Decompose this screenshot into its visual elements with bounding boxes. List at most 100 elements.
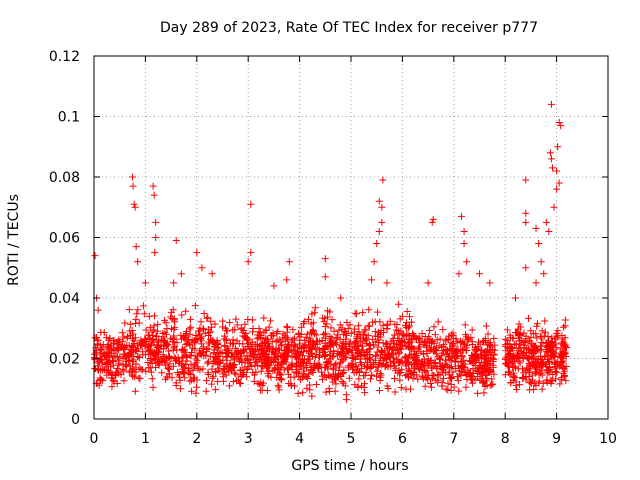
data-point bbox=[360, 383, 368, 391]
data-point bbox=[303, 330, 311, 338]
data-point bbox=[391, 374, 399, 382]
data-point bbox=[237, 353, 245, 361]
data-point bbox=[513, 351, 521, 359]
data-point bbox=[351, 339, 359, 347]
data-point-peak bbox=[547, 155, 555, 163]
data-point bbox=[93, 336, 101, 344]
data-point bbox=[304, 355, 312, 363]
data-point bbox=[121, 319, 129, 327]
data-point-peak bbox=[460, 240, 468, 248]
data-point bbox=[413, 352, 421, 360]
data-point bbox=[546, 340, 554, 348]
x-tick-label: 7 bbox=[449, 431, 458, 447]
data-point-peak bbox=[198, 264, 206, 272]
data-point bbox=[294, 389, 302, 397]
data-point bbox=[510, 358, 518, 366]
data-point bbox=[225, 345, 233, 353]
data-point-peak bbox=[424, 279, 432, 287]
data-point bbox=[219, 377, 227, 385]
data-point bbox=[177, 331, 185, 339]
data-point bbox=[338, 357, 346, 365]
data-point bbox=[325, 371, 333, 379]
data-point bbox=[415, 358, 423, 366]
data-point bbox=[556, 380, 564, 388]
data-point bbox=[433, 363, 441, 371]
data-point bbox=[318, 368, 326, 376]
data-point bbox=[353, 310, 361, 318]
data-point bbox=[364, 322, 372, 330]
data-point bbox=[159, 345, 167, 353]
data-point bbox=[421, 382, 429, 390]
data-point bbox=[405, 313, 413, 321]
data-point bbox=[332, 334, 340, 342]
data-point bbox=[541, 328, 549, 336]
data-point bbox=[407, 318, 415, 326]
data-point bbox=[416, 343, 424, 351]
data-point bbox=[155, 343, 163, 351]
data-point bbox=[508, 344, 516, 352]
data-point-peak bbox=[555, 119, 563, 127]
data-point bbox=[211, 340, 219, 348]
data-point bbox=[309, 326, 317, 334]
data-point bbox=[330, 347, 338, 355]
data-point bbox=[393, 321, 401, 328]
data-point-peak bbox=[522, 176, 530, 184]
data-point bbox=[310, 363, 318, 371]
data-point bbox=[120, 377, 128, 385]
data-point bbox=[517, 336, 525, 344]
data-point bbox=[306, 343, 314, 351]
data-point bbox=[311, 309, 319, 317]
data-point bbox=[148, 375, 156, 383]
x-tick-label: 8 bbox=[501, 431, 510, 447]
data-point-peak bbox=[129, 173, 137, 181]
data-point bbox=[532, 330, 540, 338]
data-point bbox=[203, 346, 211, 354]
data-point bbox=[377, 347, 385, 355]
data-point bbox=[331, 375, 339, 383]
data-point bbox=[439, 349, 447, 357]
data-point bbox=[506, 331, 514, 339]
data-point bbox=[404, 358, 412, 366]
data-point bbox=[397, 384, 405, 392]
data-point bbox=[120, 367, 128, 375]
data-point-peak bbox=[476, 270, 483, 278]
data-point bbox=[329, 365, 337, 373]
data-point-peak bbox=[542, 218, 550, 226]
data-point bbox=[228, 365, 236, 373]
data-point bbox=[431, 346, 439, 354]
data-point bbox=[439, 326, 447, 334]
data-point bbox=[204, 326, 212, 334]
data-point bbox=[251, 361, 259, 369]
data-point bbox=[485, 365, 493, 373]
data-point-peak bbox=[550, 203, 558, 211]
data-point bbox=[279, 352, 287, 360]
data-point bbox=[346, 321, 354, 329]
data-point bbox=[456, 364, 464, 372]
data-point bbox=[324, 313, 332, 321]
data-point bbox=[519, 354, 527, 362]
data-point bbox=[434, 370, 442, 378]
data-point bbox=[191, 337, 199, 345]
y-tick-label: 0.08 bbox=[49, 170, 80, 186]
data-point bbox=[108, 383, 116, 391]
data-point bbox=[473, 367, 481, 375]
data-point bbox=[227, 363, 235, 371]
data-point bbox=[170, 325, 178, 333]
data-point bbox=[270, 357, 278, 365]
data-point bbox=[538, 385, 546, 393]
data-point bbox=[108, 374, 116, 382]
data-point bbox=[241, 363, 249, 371]
data-point bbox=[161, 338, 169, 346]
data-point bbox=[264, 372, 272, 380]
data-point bbox=[480, 389, 488, 397]
data-point bbox=[407, 338, 415, 346]
data-point bbox=[186, 330, 194, 338]
data-point bbox=[150, 312, 158, 320]
data-point bbox=[354, 322, 362, 330]
data-point bbox=[97, 356, 105, 364]
data-point bbox=[561, 348, 569, 356]
data-point bbox=[514, 353, 522, 361]
x-axis-label: GPS time / hours bbox=[291, 458, 408, 474]
data-point bbox=[355, 348, 363, 356]
data-point bbox=[559, 369, 567, 377]
